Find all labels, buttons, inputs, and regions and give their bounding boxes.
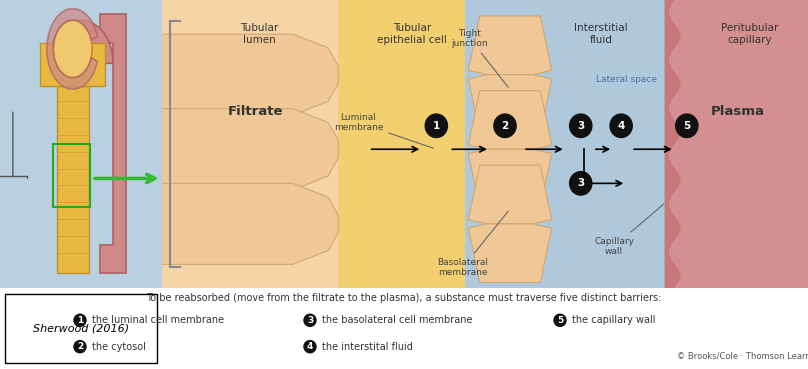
Text: Lateral space: Lateral space [596,75,657,85]
Polygon shape [47,8,97,89]
Text: 2: 2 [77,342,83,351]
Text: Tubular
epithelial cell: Tubular epithelial cell [377,23,447,45]
Polygon shape [48,20,113,63]
FancyBboxPatch shape [339,0,465,288]
Polygon shape [469,165,552,224]
Text: Plasma: Plasma [710,106,764,118]
Text: 1: 1 [433,121,440,131]
Text: Tubular
lumen: Tubular lumen [241,23,279,45]
Text: To be reabsorbed (move from the filtrate to the plasma), a substance must traver: To be reabsorbed (move from the filtrate… [146,293,662,303]
Polygon shape [469,149,552,208]
Text: 3: 3 [577,178,584,188]
Text: Peritubular
capillary: Peritubular capillary [721,23,778,45]
Circle shape [74,341,86,353]
Circle shape [610,114,633,138]
FancyBboxPatch shape [162,0,460,288]
Circle shape [554,314,566,326]
Circle shape [675,114,698,138]
FancyBboxPatch shape [5,294,157,362]
Circle shape [494,114,516,138]
Text: 1: 1 [77,316,83,325]
Text: Sherwood (2016): Sherwood (2016) [33,323,128,334]
Text: Interstitial
fluid: Interstitial fluid [574,23,628,45]
Circle shape [74,314,86,326]
Circle shape [304,314,316,326]
Text: the cytosol: the cytosol [92,342,146,352]
Text: the capillary wall: the capillary wall [572,315,655,325]
Text: 5: 5 [557,316,563,325]
Text: 3: 3 [307,316,314,325]
Polygon shape [162,34,339,115]
Polygon shape [53,20,92,78]
Polygon shape [162,109,339,190]
Polygon shape [664,0,680,288]
Circle shape [570,172,591,195]
Text: the interstital fluid: the interstital fluid [322,342,413,352]
Polygon shape [162,183,339,264]
FancyBboxPatch shape [664,0,808,288]
Polygon shape [469,91,552,149]
Text: the basolateral cell membrane: the basolateral cell membrane [322,315,473,325]
Polygon shape [57,86,89,273]
Polygon shape [469,16,552,75]
Polygon shape [100,14,126,273]
Text: Capillary
wall: Capillary wall [594,204,663,256]
Text: 4: 4 [307,342,314,351]
Text: Filtrate: Filtrate [228,106,284,118]
Text: 5: 5 [684,121,690,131]
Text: Basolateral
membrane: Basolateral membrane [437,211,508,277]
Polygon shape [40,43,105,86]
Text: 2: 2 [502,121,508,131]
FancyBboxPatch shape [162,0,808,288]
Text: Tight
junction: Tight junction [452,28,508,87]
Text: © Brooks/Cole · Thomson Learning: © Brooks/Cole · Thomson Learning [676,352,808,361]
Text: 4: 4 [617,121,625,131]
Circle shape [304,341,316,353]
Text: 3: 3 [577,121,584,131]
Text: the luminal cell membrane: the luminal cell membrane [92,315,224,325]
Polygon shape [469,224,552,283]
Circle shape [425,114,448,138]
Circle shape [570,114,591,138]
FancyBboxPatch shape [0,0,162,288]
Text: Luminal
membrane: Luminal membrane [334,113,434,148]
Polygon shape [469,75,552,133]
